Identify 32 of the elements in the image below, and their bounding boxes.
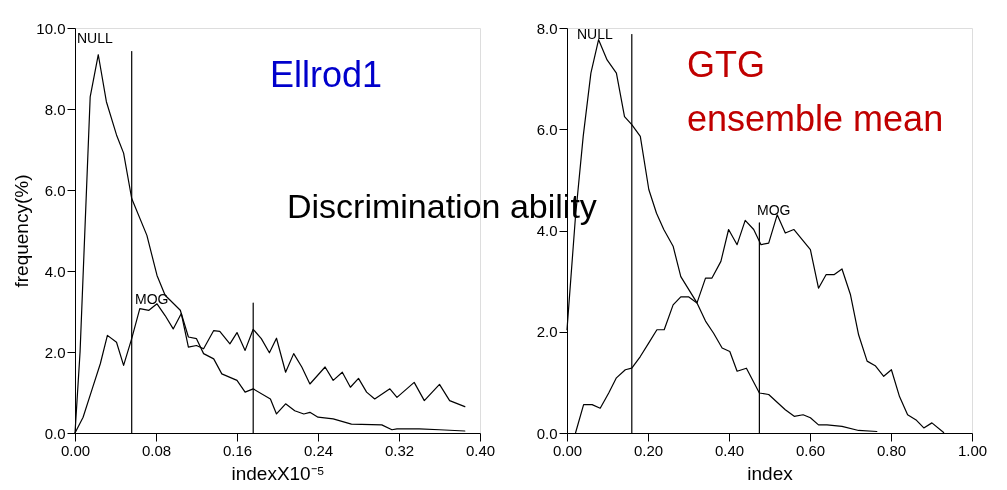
x-tick-label: 0.00 xyxy=(552,441,583,459)
annotation: NULL xyxy=(577,26,614,42)
x-tick-label: 1.00 xyxy=(957,441,988,459)
y-tick-label: 6.0 xyxy=(44,181,66,199)
y-tick-label: 4.0 xyxy=(536,222,558,239)
x-tick-label: 0.20 xyxy=(633,441,664,459)
annotation: Ellrod1 xyxy=(270,54,383,95)
x-tick-label: 0.60 xyxy=(795,441,826,459)
x-tick-label: 0.16 xyxy=(222,441,253,459)
y-tick-label: 0.0 xyxy=(44,424,66,442)
y-tick-label: 2.0 xyxy=(536,323,558,341)
x-tick-label: 0.00 xyxy=(60,441,91,459)
x-axis-title: indexX10⁻⁵ xyxy=(231,462,325,484)
y-tick-label: 8.0 xyxy=(536,19,558,37)
y-tick-label: 10.0 xyxy=(36,19,66,37)
x-axis-title: index xyxy=(747,462,794,484)
y-tick-label: 0.0 xyxy=(536,424,558,442)
annotation: NULL xyxy=(77,30,114,46)
y-axis-title: frequency(%) xyxy=(11,174,33,288)
x-tick-label: 0.08 xyxy=(141,441,172,459)
y-tick-label: 2.0 xyxy=(44,343,66,361)
x-tick-label: 0.24 xyxy=(303,441,334,459)
x-tick-label: 0.40 xyxy=(714,441,745,459)
x-tick-label: 0.32 xyxy=(384,441,415,459)
annotation: MOG xyxy=(135,291,169,307)
x-tick-label: 0.80 xyxy=(876,441,907,459)
y-tick-label: 4.0 xyxy=(44,262,66,280)
annotation: GTG ensemble mean xyxy=(687,44,944,139)
y-tick-label: 6.0 xyxy=(536,120,558,138)
annotation: MOG xyxy=(757,202,791,218)
y-tick-label: 8.0 xyxy=(44,100,66,118)
x-tick-label: 0.40 xyxy=(465,441,496,459)
